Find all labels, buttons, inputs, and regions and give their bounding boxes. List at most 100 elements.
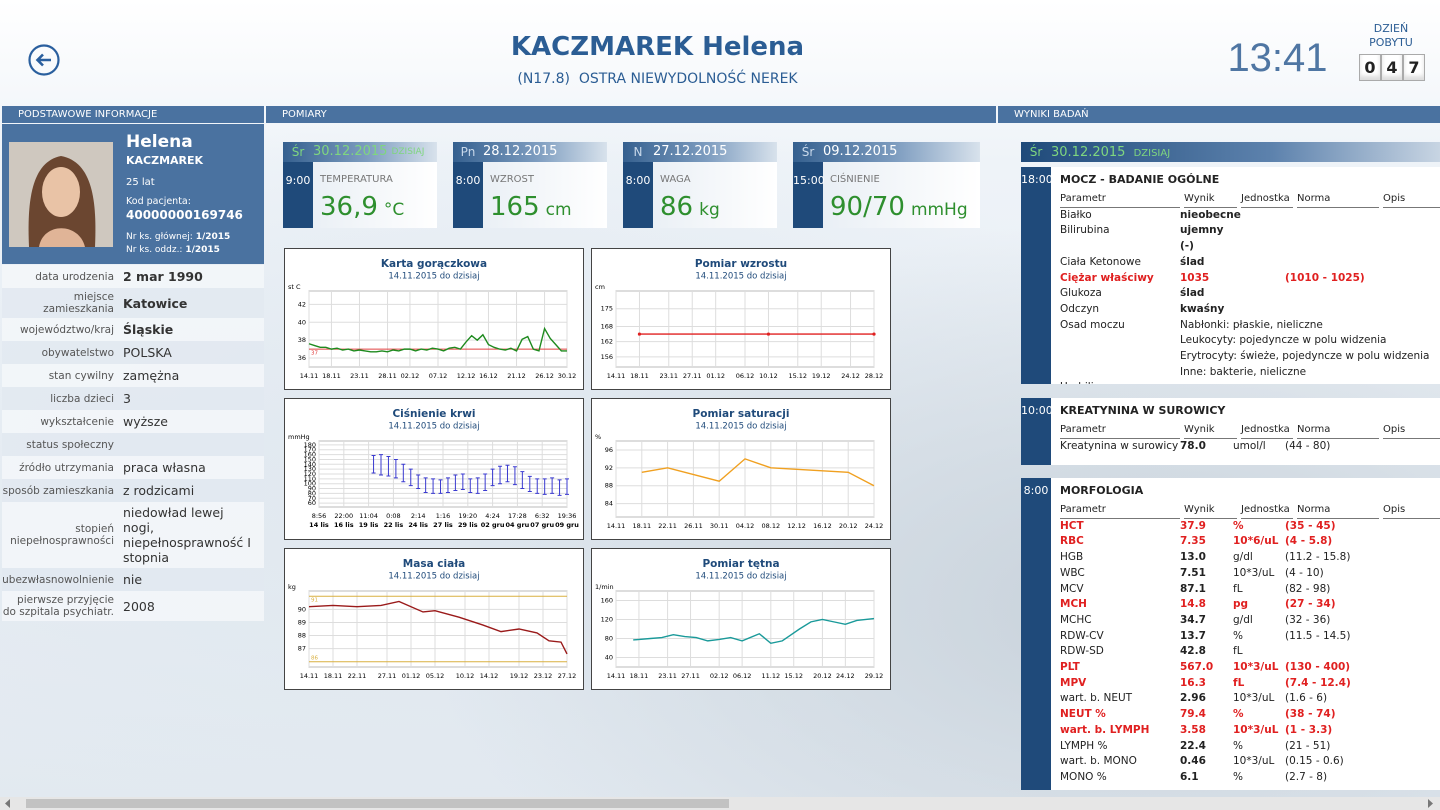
parameter: LYMPH % [1060, 739, 1108, 752]
norm: (21 - 51) [1285, 739, 1331, 752]
unit: mmHg [910, 200, 968, 220]
column-headers: Parametr Wynik Jednostka Norma Opis [1060, 502, 1440, 519]
norm [1285, 380, 1367, 384]
x-tick-label: 22.11 [658, 522, 677, 530]
x-tick-label: 24.12 [865, 522, 884, 530]
column-header: Opis [1383, 502, 1440, 519]
y-tick-label: 120 [601, 616, 613, 624]
result-row: wart. b. MONO 0.46 10*3/uL (0.15 - 0.6) [1060, 754, 1440, 770]
date: 27.12.2015 [653, 144, 728, 159]
column-header: Norma [1297, 191, 1379, 208]
result-row: MONO % 6.1% (2.7 - 8) [1060, 770, 1440, 786]
norm [1285, 286, 1367, 302]
y-tick-label: 180 [304, 441, 316, 449]
panel-title: MORFOLOGIA [1060, 484, 1144, 497]
result-row: PLT 567.0 10*3/uL (130 - 400) [1060, 660, 1440, 676]
detail-label: stan cywilny [48, 369, 114, 382]
detail-row: pierwsze przyjęcie do szpitala psychiatr… [2, 591, 264, 621]
x-tick-label: 07.12 [429, 372, 448, 380]
result-row: NEUT % 79.4% (38 - 74) [1060, 707, 1440, 723]
parameter: Odczyn [1060, 302, 1100, 315]
weekday: Śr [291, 145, 305, 159]
parameter: WBC [1060, 566, 1085, 579]
result: 567.0 [1180, 661, 1214, 674]
y-tick-label: 130 [304, 465, 316, 473]
chart-title: Ciśnienie krwi [392, 408, 475, 420]
y-tick-label: 84 [605, 500, 613, 508]
stay-label: POBYTU [1369, 36, 1413, 49]
scroll-right[interactable] [1426, 799, 1434, 808]
parameter: MCH [1060, 598, 1087, 611]
range-bar [460, 473, 465, 491]
unit: fL [1233, 582, 1243, 595]
unit [1233, 271, 1285, 287]
range-bar [379, 454, 383, 476]
y-tick-label: 110 [304, 475, 316, 483]
unit: % [1233, 770, 1243, 783]
detail-row: liczba dzieci 3 [2, 387, 264, 410]
norm: (27 - 34) [1285, 598, 1336, 611]
clock: 13:41 [1227, 36, 1328, 80]
x-tick-label: 28.11 [378, 372, 397, 380]
chart-subtitle: 14.11.2015 do dzisiaj [695, 572, 786, 582]
range-bar [423, 477, 428, 493]
result-row: wart. b. LYMPH 3.58 10*3/uL (1 - 3.3) [1060, 723, 1440, 739]
chart-subtitle: 14.11.2015 do dzisiaj [388, 572, 479, 582]
scroll-left[interactable] [4, 799, 12, 808]
unit: 10*3/uL [1233, 566, 1275, 579]
unit: fL [1233, 645, 1243, 658]
result-row: Osad moczu Nabłonki: płaskie, nieliczne Le… [1060, 318, 1440, 381]
measurement-card: Śr 30.12.2015 DZISIAJ 9:00 TEMPERATURA 36,9 °C [283, 142, 437, 228]
code-label: Kod pacjenta: [126, 196, 191, 207]
x-tick-label: 26.11 [684, 522, 703, 530]
column-headers: Parametr Wynik Jednostka Norma Opis [1060, 422, 1440, 439]
chart-panel: Pomiar saturacji 14.11.2015 do dzisiaj% 84… [591, 398, 891, 540]
time: 9:00 [283, 162, 313, 228]
back-button[interactable] [28, 44, 62, 78]
result-row: MCV 87.1 fL (82 - 98) [1060, 582, 1440, 598]
detail-value: nie [123, 572, 143, 587]
card-header: Śr 30.12.2015 DZISIAJ [283, 142, 437, 162]
result-row: MCH 14.8 pg (27 - 34) [1060, 597, 1440, 613]
x-tick-label: 2:14 [411, 512, 426, 520]
x-tick-sublabel: 04 gru [506, 521, 530, 529]
x-tick-label: 10.12 [456, 672, 475, 680]
measurement-card: N 27.12.2015 8:00 WAGA 86 kg [623, 142, 777, 228]
x-tick-label: 02.12 [710, 672, 729, 680]
measurement-label: CIŚNIENIE [830, 174, 880, 185]
detail-label: miejsce zamieszkania [43, 291, 114, 315]
x-tick-label: 02.12 [401, 372, 420, 380]
x-tick-sublabel: 22 lis [384, 521, 404, 529]
range-bar [453, 474, 458, 491]
y-tick-label: 40 [605, 654, 613, 662]
x-tick-label: 22:00 [334, 512, 353, 520]
scroll-thumb[interactable] [26, 799, 729, 808]
y-tick-label: 96 [605, 446, 613, 454]
x-tick-label: 19:36 [558, 512, 577, 520]
card-header: Pn 28.12.2015 [453, 142, 607, 162]
x-tick-label: 24.12 [841, 372, 860, 380]
result: ślad [1180, 255, 1205, 268]
panel-time: 8:00 [1021, 478, 1051, 790]
card-body: 9:00 TEMPERATURA 36,9 °C [283, 162, 437, 228]
x-tick-label: 14.11 [607, 522, 626, 530]
patient-name: KACZMAREK Helena [510, 32, 805, 62]
detail-label: województwo/kraj [20, 323, 114, 336]
card-body: 8:00 WAGA 86 kg [623, 162, 777, 228]
y-tick-label: 175 [601, 305, 613, 313]
norm [1285, 644, 1367, 660]
label: Nr ks. oddz.: [126, 245, 183, 255]
result: 14.8 [1180, 598, 1206, 611]
parameter: MCHC [1060, 613, 1092, 626]
parameter: Bilirubina [1060, 224, 1110, 237]
chart-subtitle: 14.11.2015 do dzisiaj [695, 272, 786, 282]
unit: pg [1233, 598, 1249, 611]
result: 13.0 [1180, 551, 1206, 564]
detail-label: pierwsze przyjęcie do szpitala psychiatr… [2, 594, 114, 618]
measurement-label: TEMPERATURA [320, 174, 393, 185]
stay-digit: 4 [1381, 54, 1403, 81]
x-tick-label: 20.12 [839, 522, 858, 530]
stay-label: DZIEŃ [1373, 22, 1409, 35]
scrollbar[interactable] [0, 797, 1440, 810]
y-tick-label: 38 [298, 336, 306, 344]
